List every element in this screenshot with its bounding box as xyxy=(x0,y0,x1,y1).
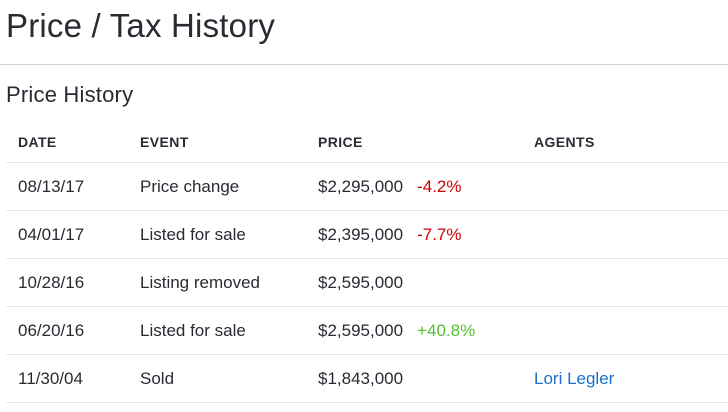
cell-date: 11/30/04 xyxy=(6,354,128,403)
cell-agents xyxy=(522,306,728,355)
cell-price: $2,595,000 xyxy=(306,258,522,307)
agent-link[interactable]: Lori Legler xyxy=(534,368,615,388)
price-value: $2,395,000 xyxy=(318,224,404,244)
cell-event: Listed for sale xyxy=(128,210,306,259)
price-value: $2,595,000 xyxy=(318,272,404,292)
price-history-table: DATE EVENT PRICE AGENTS 08/13/17 Price c… xyxy=(6,122,728,403)
page-title: Price / Tax History xyxy=(6,7,276,44)
table-row: 04/01/17 Listed for sale $2,395,000 -7.7% xyxy=(6,210,728,259)
cell-price: $2,595,000 +40.8% xyxy=(306,306,522,355)
cell-event: Listed for sale xyxy=(128,306,306,355)
cell-event: Sold xyxy=(128,354,306,403)
table-row: 06/20/16 Listed for sale $2,595,000 +40.8… xyxy=(6,306,728,355)
table-row: 08/13/17 Price change $2,295,000 -4.2% xyxy=(6,162,728,211)
cell-date: 08/13/17 xyxy=(6,162,128,211)
column-header-agents: AGENTS xyxy=(522,122,728,163)
cell-date: 10/28/16 xyxy=(6,258,128,307)
price-value: $2,295,000 xyxy=(318,176,404,196)
cell-price: $2,395,000 -7.7% xyxy=(306,210,522,259)
cell-agents xyxy=(522,258,728,307)
cell-agents xyxy=(522,162,728,211)
table-row: 11/30/04 Sold $1,843,000 Lori Legler xyxy=(6,354,728,403)
table-row: 10/28/16 Listing removed $2,595,000 xyxy=(6,258,728,307)
price-change-positive: +40.8% xyxy=(417,320,476,340)
section-title-price-history: Price History xyxy=(6,82,134,107)
cell-event: Listing removed xyxy=(128,258,306,307)
cell-agents xyxy=(522,210,728,259)
cell-date: 04/01/17 xyxy=(6,210,128,259)
price-change-negative: -7.7% xyxy=(417,224,462,244)
column-header-date: DATE xyxy=(6,122,128,163)
title-divider xyxy=(0,64,728,65)
price-change-negative: -4.2% xyxy=(417,176,462,196)
column-header-event: EVENT xyxy=(128,122,306,163)
cell-date: 06/20/16 xyxy=(6,306,128,355)
cell-price: $1,843,000 xyxy=(306,354,522,403)
cell-agents: Lori Legler xyxy=(522,354,728,403)
table-header-row: DATE EVENT PRICE AGENTS xyxy=(6,122,728,163)
price-value: $1,843,000 xyxy=(318,368,404,388)
cell-event: Price change xyxy=(128,162,306,211)
cell-price: $2,295,000 -4.2% xyxy=(306,162,522,211)
column-header-price: PRICE xyxy=(306,122,522,163)
price-value: $2,595,000 xyxy=(318,320,404,340)
